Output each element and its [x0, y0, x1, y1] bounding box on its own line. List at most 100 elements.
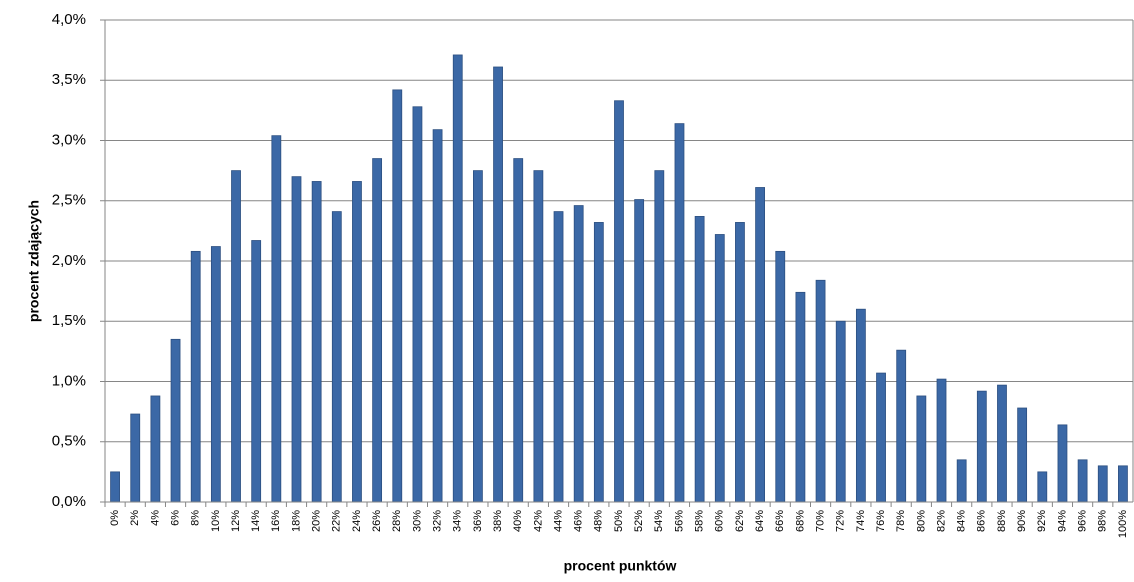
y-tick-label: 0,5% [52, 433, 86, 450]
x-tick-label: 98% [1097, 510, 1109, 532]
x-tick-label: 70% [814, 510, 826, 532]
bar [694, 216, 705, 503]
bar [331, 211, 342, 503]
bar [1118, 465, 1128, 503]
bar [372, 158, 383, 503]
bar [876, 372, 886, 503]
bar [473, 170, 483, 503]
bar [593, 222, 604, 503]
x-tick-label: 86% [976, 510, 988, 532]
bar [896, 349, 907, 503]
bar [150, 395, 161, 503]
x-tick-label: 24% [351, 510, 363, 532]
x-tick-label: 54% [653, 510, 665, 532]
bar [573, 205, 584, 503]
x-tick-label: 74% [855, 510, 867, 532]
bar [432, 129, 443, 503]
bar [553, 211, 564, 503]
bar [936, 378, 947, 503]
bar [452, 54, 463, 503]
x-tick-label: 6% [169, 510, 181, 526]
x-tick-label: 28% [391, 510, 403, 532]
y-tick-label: 3,5% [52, 71, 86, 88]
bar [513, 158, 524, 503]
bar [311, 181, 322, 503]
bar [231, 170, 241, 503]
y-tick-label: 1,5% [52, 312, 86, 329]
bar [976, 390, 987, 503]
bar [210, 246, 221, 503]
x-tick-label: 40% [512, 510, 524, 532]
x-tick-label: 78% [895, 510, 907, 532]
x-tick-label: 46% [573, 510, 585, 532]
bar [855, 308, 866, 503]
x-tick-label: 66% [774, 510, 786, 532]
bar [714, 234, 725, 503]
bar [130, 413, 141, 503]
bar [755, 187, 765, 503]
bar [654, 170, 665, 503]
bar [1077, 459, 1088, 503]
x-tick-label: 88% [996, 510, 1008, 532]
x-tick-label: 48% [593, 510, 605, 532]
y-tick-label: 2,0% [52, 252, 86, 269]
x-tick-label: 22% [331, 510, 343, 532]
bar [1037, 471, 1048, 503]
bar [170, 338, 181, 503]
x-tick-label: 94% [1056, 510, 1068, 532]
x-tick-label: 90% [1016, 510, 1028, 532]
x-tick-label: 10% [210, 510, 222, 532]
x-axis-title: procent punktów [564, 558, 677, 574]
x-tick-label: 58% [694, 510, 706, 532]
bar [835, 320, 846, 503]
x-tick-label: 76% [875, 510, 887, 532]
x-tick-label: 96% [1077, 510, 1089, 532]
bar [190, 250, 201, 503]
x-tick-label: 64% [754, 510, 766, 532]
y-tick-label: 2,5% [52, 192, 86, 209]
bar [614, 100, 624, 503]
x-tick-label: 14% [250, 510, 262, 532]
bar [634, 199, 645, 503]
x-tick-label: 52% [633, 510, 645, 532]
x-tick-label: 32% [431, 510, 443, 532]
x-tick-label: 38% [492, 510, 504, 532]
x-tick-label: 60% [714, 510, 726, 532]
x-tick-label: 80% [915, 510, 927, 532]
x-tick-label: 100% [1117, 510, 1129, 538]
y-tick-label: 1,0% [52, 372, 86, 389]
x-tick-label: 4% [149, 510, 161, 526]
bar [1097, 465, 1108, 503]
x-tick-label: 36% [472, 510, 484, 532]
x-tick-label: 8% [190, 510, 202, 526]
y-tick-label: 3,0% [52, 131, 86, 148]
x-tick-label: 42% [532, 510, 544, 532]
x-tick-label: 18% [290, 510, 302, 532]
x-tick-label: 62% [734, 510, 746, 532]
y-axis-title: procent zdających [26, 200, 42, 322]
x-tick-label: 56% [673, 510, 685, 532]
bar [392, 89, 403, 503]
bar [533, 170, 544, 503]
bar [493, 66, 503, 503]
y-tick-label: 0,0% [52, 493, 86, 510]
x-tick-label: 44% [552, 510, 564, 532]
bar [775, 250, 786, 503]
bar [251, 240, 262, 503]
bar [735, 222, 745, 503]
x-tick-label: 2% [129, 510, 141, 526]
x-tick-label: 68% [794, 510, 806, 532]
x-tick-label: 16% [270, 510, 282, 532]
x-tick-label: 50% [613, 510, 625, 532]
y-tick-label: 4,0% [52, 11, 86, 28]
bar [815, 279, 826, 503]
x-tick-label: 82% [935, 510, 947, 532]
bar [674, 123, 685, 503]
bar [110, 471, 120, 503]
x-tick-label: 72% [835, 510, 847, 532]
bar [291, 176, 302, 503]
bar [1057, 424, 1068, 503]
bar [956, 459, 967, 503]
bar [1017, 407, 1028, 503]
